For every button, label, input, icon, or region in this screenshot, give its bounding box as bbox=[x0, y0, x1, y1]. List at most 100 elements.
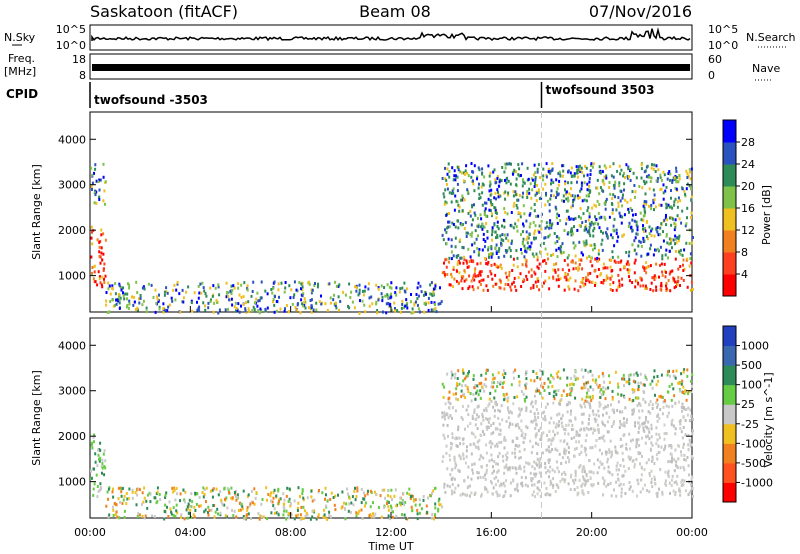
echo-cell bbox=[499, 432, 502, 436]
echo-cell bbox=[318, 489, 320, 492]
echo-cell bbox=[588, 231, 591, 235]
echo-cell bbox=[313, 284, 316, 287]
echo-cell bbox=[184, 490, 187, 494]
echo-cell bbox=[621, 410, 624, 414]
echo-cell bbox=[592, 388, 595, 392]
echo-cell bbox=[665, 284, 667, 288]
colorbar-segment bbox=[723, 404, 736, 425]
echo-cell bbox=[645, 271, 648, 275]
echo-cell bbox=[334, 508, 337, 512]
echo-cell bbox=[179, 492, 182, 496]
echo-cell bbox=[251, 290, 254, 293]
echo-cell bbox=[550, 226, 553, 230]
echo-cell bbox=[580, 187, 583, 191]
echo-cell bbox=[480, 494, 483, 498]
echo-cell bbox=[145, 499, 148, 503]
echo-cell bbox=[450, 250, 453, 254]
echo-cell bbox=[609, 192, 612, 196]
echo-cell bbox=[391, 498, 393, 501]
echo-cell bbox=[364, 501, 367, 505]
nsky-tick-bottom: 10^0 bbox=[56, 39, 86, 52]
echo-cell bbox=[567, 482, 570, 486]
echo-cell bbox=[568, 268, 571, 272]
echo-cell bbox=[566, 263, 569, 267]
echo-cell bbox=[660, 281, 663, 285]
echo-cell bbox=[634, 236, 637, 240]
echo-cell bbox=[540, 196, 543, 200]
echo-cell bbox=[123, 297, 126, 301]
echo-cell bbox=[682, 465, 685, 469]
echo-cell bbox=[557, 486, 560, 490]
echo-cell bbox=[230, 292, 233, 296]
echo-cell bbox=[596, 199, 599, 203]
echo-cell bbox=[494, 389, 497, 393]
echo-cell bbox=[531, 477, 534, 481]
echo-cell bbox=[644, 425, 647, 429]
echo-cell bbox=[415, 293, 418, 296]
echo-cell bbox=[172, 490, 175, 494]
echo-cell bbox=[646, 252, 649, 256]
echo-cell bbox=[563, 450, 566, 454]
echo-cell bbox=[688, 438, 691, 442]
echo-cell bbox=[628, 481, 631, 484]
echo-cell bbox=[687, 433, 690, 437]
echo-cell bbox=[621, 283, 624, 287]
echo-cell bbox=[498, 441, 501, 445]
echo-cell bbox=[133, 300, 136, 304]
echo-cell bbox=[532, 370, 535, 373]
echo-cell bbox=[467, 372, 470, 375]
echo-cell bbox=[677, 180, 680, 184]
echo-cell bbox=[277, 489, 280, 493]
echo-cell bbox=[429, 283, 432, 287]
echo-cell bbox=[171, 486, 174, 490]
echo-cell bbox=[457, 219, 460, 223]
echo-cell bbox=[552, 194, 555, 198]
echo-cell bbox=[112, 487, 114, 491]
echo-cell bbox=[457, 428, 460, 432]
echo-cell bbox=[469, 233, 472, 236]
echo-cell bbox=[680, 382, 683, 386]
echo-cell bbox=[510, 224, 513, 228]
echo-cell bbox=[483, 487, 486, 491]
echo-cell bbox=[451, 442, 454, 446]
echo-cell bbox=[516, 484, 519, 488]
echo-cell bbox=[98, 459, 101, 463]
echo-cell bbox=[650, 481, 653, 485]
echo-cell bbox=[369, 489, 372, 493]
echo-cell bbox=[505, 463, 508, 467]
echo-cell bbox=[109, 300, 112, 303]
echo-cell bbox=[474, 445, 477, 449]
echo-cell bbox=[589, 369, 592, 373]
echo-cell bbox=[443, 482, 446, 486]
echo-cell bbox=[649, 264, 652, 268]
echo-cell bbox=[542, 174, 545, 178]
echo-cell bbox=[252, 280, 255, 284]
echo-cell bbox=[451, 416, 453, 420]
echo-cell bbox=[157, 300, 160, 304]
echo-cell bbox=[597, 385, 600, 389]
echo-cell bbox=[578, 258, 581, 262]
echo-cell bbox=[375, 493, 378, 497]
echo-cell bbox=[578, 195, 581, 199]
echo-cell bbox=[230, 486, 233, 490]
echo-cell bbox=[629, 485, 632, 489]
echo-cell bbox=[518, 174, 521, 178]
echo-cell bbox=[611, 274, 613, 278]
echo-cell bbox=[523, 255, 526, 259]
echo-cell bbox=[674, 432, 677, 436]
echo-cell bbox=[105, 291, 108, 294]
echo-cell bbox=[535, 252, 538, 256]
echo-cell bbox=[175, 487, 178, 490]
echo-cell bbox=[614, 445, 617, 449]
echo-cell bbox=[517, 218, 520, 222]
echo-cell bbox=[581, 490, 584, 494]
echo-cell bbox=[687, 464, 690, 468]
ytick-label: 1000 bbox=[58, 476, 86, 489]
echo-cell bbox=[181, 300, 184, 304]
echo-cell bbox=[643, 201, 646, 205]
echo-cell bbox=[104, 459, 107, 463]
echo-cell bbox=[338, 283, 341, 287]
echo-cell bbox=[457, 165, 460, 169]
echo-cell bbox=[474, 397, 477, 401]
echo-cell bbox=[99, 482, 102, 486]
